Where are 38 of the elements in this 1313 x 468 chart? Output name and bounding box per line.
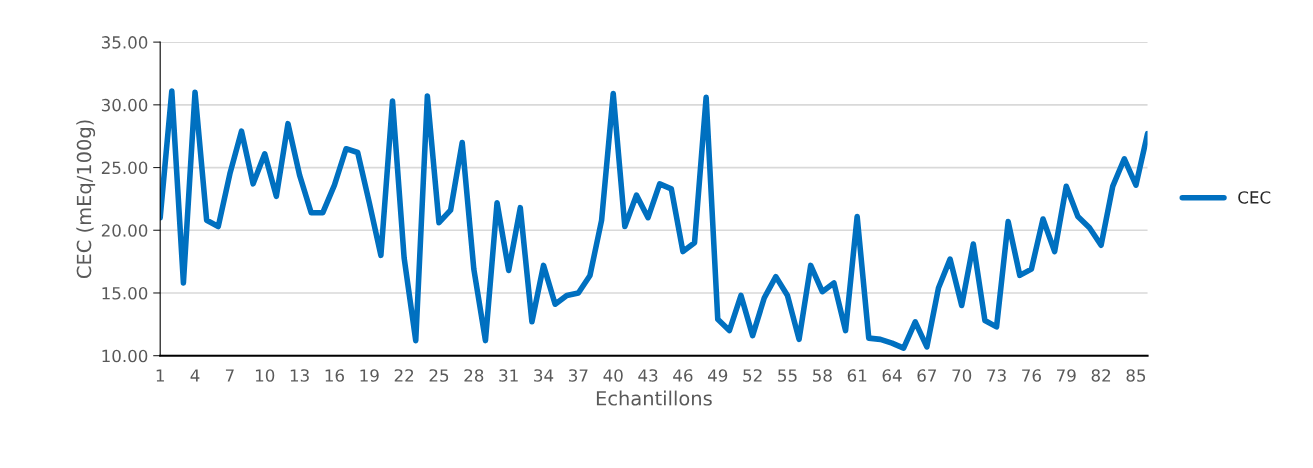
x-tick-label: 73 [987,369,1006,382]
x-tick-label: 55 [778,369,797,382]
y-tick-label: 25.00 [101,161,148,175]
x-tick-label: 61 [847,369,867,382]
y-tick-label: 30.00 [101,98,148,112]
x-tick-label: 13 [290,369,309,382]
x-tick-label: 43 [638,369,658,382]
x-tick-label: 70 [952,369,972,382]
x-tick-label: 28 [464,369,484,382]
x-tick-label: 19 [360,369,379,382]
y-tick-label: 10.00 [102,349,148,363]
x-tick-label: 40 [603,369,623,382]
x-tick-label: 67 [917,369,937,382]
y-tick-label: 35.00 [101,36,148,49]
x-tick-label: 82 [1091,369,1111,382]
x-tick-label: 4 [190,369,200,382]
x-tick-label: 52 [743,369,762,382]
x-tick-label: 76 [1022,369,1041,382]
x-tick-label: 37 [569,369,588,382]
x-tick-label: 34 [534,369,554,382]
x-axis-title: Echantillons [596,390,712,406]
x-tick-label: 31 [499,369,518,382]
x-tick-label: 64 [882,369,902,382]
x-tick-label: 85 [1126,369,1146,382]
x-tick-label: 25 [429,369,449,382]
y-tick-label: 15.00 [102,286,148,300]
x-tick-label: 58 [812,369,832,382]
x-tick-label: 79 [1057,369,1076,382]
x-tick-label: 10 [255,369,275,382]
x-tick-label: 7 [225,369,234,382]
x-tick-label: 16 [325,369,344,382]
x-tick-label: 22 [394,369,414,382]
legend-label: CEC [1238,191,1271,204]
x-tick-label: 49 [707,369,728,382]
y-tick-label: 20.00 [101,224,148,237]
y-axis-title: CEC (mEq/100g) [76,120,96,278]
x-tick-label: 1 [156,369,164,382]
x-tick-label: 46 [673,369,693,382]
